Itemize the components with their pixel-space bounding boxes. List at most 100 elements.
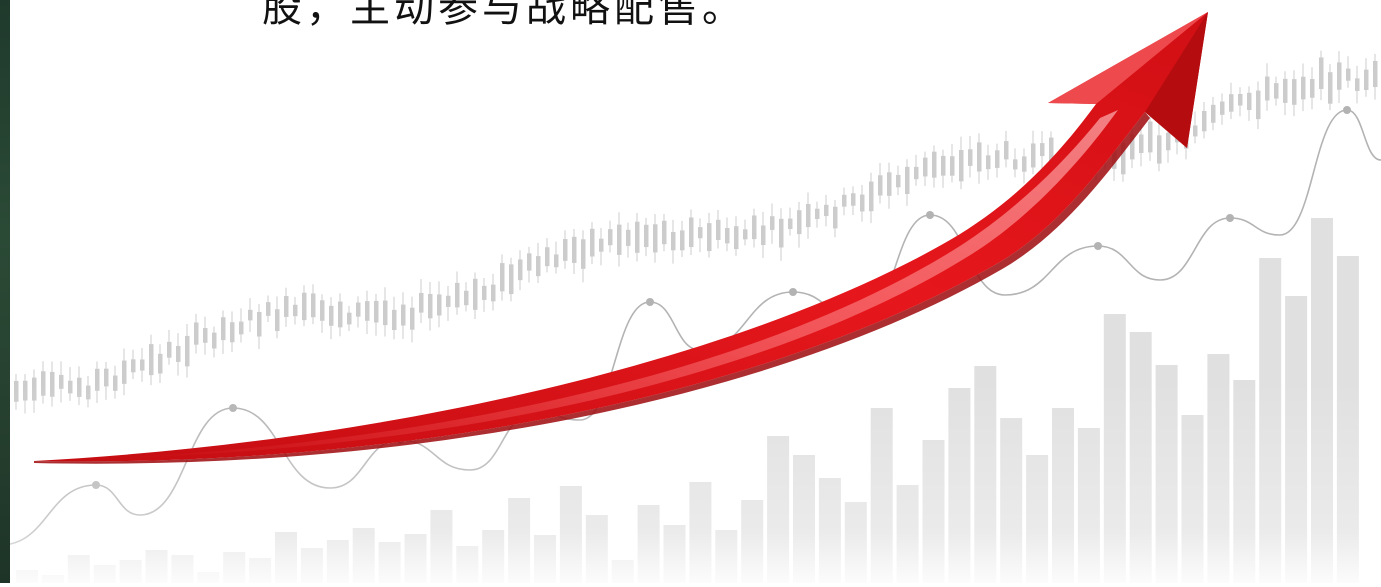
candle-body (266, 302, 271, 316)
candle-body (455, 282, 460, 308)
candle-body (1364, 69, 1369, 90)
candle-body (572, 236, 577, 263)
left-edge-strip (0, 0, 10, 583)
candle-body (1040, 143, 1045, 157)
candle-body (1229, 94, 1234, 112)
candle-body (1148, 121, 1153, 153)
candle-body (248, 309, 253, 321)
candle-body (626, 229, 631, 246)
candle-body (122, 360, 127, 384)
trend-line-dot (1094, 242, 1102, 250)
candle-body (1247, 92, 1252, 111)
candle-body (527, 253, 532, 271)
candle-body (653, 224, 658, 253)
candle-body (158, 353, 163, 374)
candle-body (725, 228, 730, 244)
candle-body (302, 292, 307, 321)
candle-body (869, 181, 874, 212)
candle-body (1292, 79, 1297, 105)
candle-body (671, 231, 676, 251)
candle-body (221, 317, 226, 341)
candle-body (914, 166, 919, 180)
candle-body (212, 332, 217, 349)
candle-body (743, 229, 748, 240)
candle-body (1013, 159, 1018, 170)
candle-body (1166, 132, 1171, 151)
candle-body (149, 344, 154, 376)
candle-body (1328, 72, 1333, 104)
candle-body (896, 174, 901, 188)
candle-body (986, 155, 991, 170)
candle-body (923, 157, 928, 177)
candle-body (194, 322, 199, 345)
candle-body (491, 284, 496, 302)
candle-body (347, 312, 352, 325)
candle-body (932, 151, 937, 178)
candle-body (689, 217, 694, 248)
candle-body (203, 328, 208, 343)
candle-body (230, 322, 235, 343)
candle-body (140, 359, 145, 371)
candle-body (1157, 135, 1162, 164)
candle-body (293, 304, 298, 317)
candle-body (698, 227, 703, 239)
candle-body (536, 256, 541, 277)
candle-body (1355, 78, 1360, 92)
candle-body (644, 224, 649, 248)
trend-up-arrow-icon (34, 12, 1208, 464)
candle-body (374, 300, 379, 323)
candle-body (1301, 76, 1306, 100)
candle-body (878, 175, 883, 196)
candle-body (104, 368, 109, 387)
candle-body (1319, 57, 1324, 89)
candle-body (176, 345, 181, 362)
bottom-fade (0, 380, 1381, 583)
trend-line-dot (646, 298, 654, 306)
candle-body (518, 259, 523, 281)
candle-body (257, 311, 262, 337)
candle-body (959, 150, 964, 182)
candle-body (1211, 104, 1216, 123)
candle-body (1238, 93, 1243, 106)
candle-body (500, 263, 505, 292)
candle-body (356, 302, 361, 317)
candle-body (968, 149, 973, 166)
candle-body (662, 220, 667, 245)
candle-body (1202, 110, 1207, 132)
candle-body (599, 238, 604, 252)
candle-body (1265, 76, 1270, 101)
trend-line-dot (926, 211, 934, 219)
candle-body (860, 194, 865, 212)
candle-body (716, 219, 721, 240)
candle-body (752, 215, 757, 240)
candle-body (284, 296, 289, 317)
trend-line-dot (1343, 106, 1351, 114)
candle-body (707, 223, 712, 252)
candle-body (1031, 143, 1036, 168)
candle-body (761, 225, 766, 246)
candle-body (545, 247, 550, 267)
candle-body (1337, 62, 1342, 90)
candle-body (482, 285, 487, 300)
candle-body (1274, 83, 1279, 99)
candle-body (185, 335, 190, 367)
candle-body (554, 254, 559, 268)
candle-body (824, 204, 829, 217)
candle-body (1049, 137, 1054, 162)
candle-body (320, 300, 325, 321)
candle-body (464, 290, 469, 306)
candle-body (509, 264, 514, 295)
trend-line-dot (789, 288, 797, 296)
candle-body (1283, 78, 1288, 103)
candle-body (1346, 68, 1351, 81)
candle-body (365, 301, 370, 321)
candle-body (1022, 156, 1027, 172)
candle-body (581, 239, 586, 269)
candle-body (1373, 60, 1378, 88)
candle-body (851, 193, 856, 206)
candle-body (617, 224, 622, 255)
candle-body (833, 206, 838, 229)
candle-body (779, 218, 784, 248)
candle-body (995, 150, 1000, 168)
